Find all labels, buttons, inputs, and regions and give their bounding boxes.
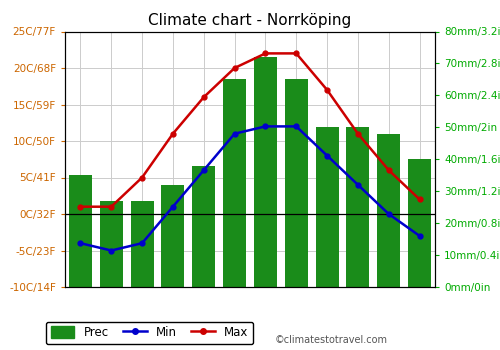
Title: Climate chart - Norrköping: Climate chart - Norrköping <box>148 13 352 28</box>
Bar <box>316 127 338 287</box>
Bar <box>346 127 370 287</box>
Bar <box>254 57 277 287</box>
Bar <box>377 134 400 287</box>
Bar <box>130 201 154 287</box>
Bar <box>162 185 184 287</box>
Legend: Prec, Min, Max: Prec, Min, Max <box>46 322 254 344</box>
Bar <box>192 166 216 287</box>
Bar <box>69 175 92 287</box>
Bar <box>223 79 246 287</box>
Text: ©climatestotravel.com: ©climatestotravel.com <box>275 335 388 345</box>
Bar <box>100 201 123 287</box>
Bar <box>408 159 431 287</box>
Bar <box>284 79 308 287</box>
